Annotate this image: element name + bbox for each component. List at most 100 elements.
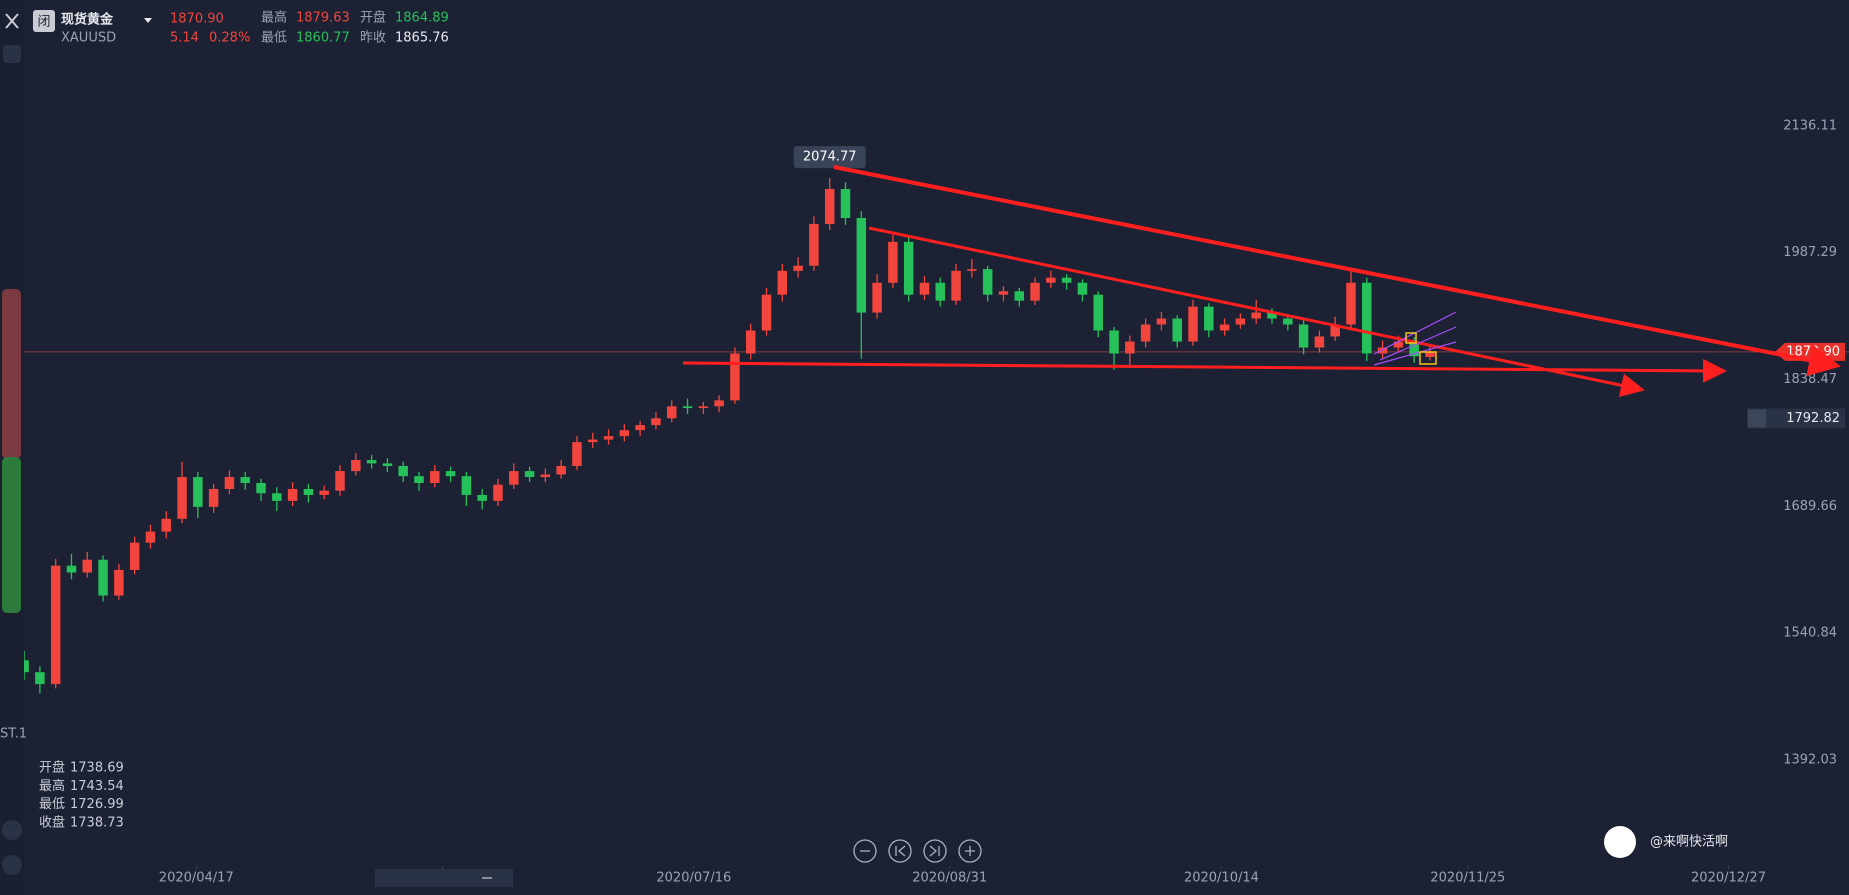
crosshair-date-box: [375, 869, 513, 887]
symbol: XAUUSD: [61, 31, 116, 46]
close-button[interactable]: [5, 13, 19, 29]
tool-button[interactable]: [2, 855, 22, 875]
candle-body: [98, 559, 108, 596]
candle-body: [840, 189, 851, 218]
y-tick-label: 1838.47: [1783, 372, 1837, 387]
candle-body: [619, 430, 630, 437]
candle-body: [19, 660, 29, 673]
candle-body: [856, 217, 867, 313]
change-pct: 0.28%: [209, 31, 250, 46]
candle-body: [509, 471, 519, 485]
x-tick-label: 2020/11/25: [1430, 871, 1505, 886]
candle-body: [1330, 324, 1340, 337]
marker-box: [1419, 351, 1437, 365]
candle-body: [1283, 318, 1293, 325]
y-tick-label: 2136.11: [1783, 118, 1837, 133]
x-tick-label: 2020/07/16: [656, 871, 731, 886]
alert-label: 1792.82: [1786, 411, 1840, 426]
candle-body: [824, 189, 835, 224]
candle-body: [745, 330, 756, 354]
marker-box: [1405, 332, 1417, 344]
crosshair-value: 1738.69: [70, 761, 124, 776]
candle-body: [366, 460, 377, 464]
candle-body: [50, 565, 61, 685]
candle-body: [287, 488, 298, 501]
channel: [1373, 311, 1457, 366]
candle-body: [1425, 351, 1435, 357]
candle-body: [1061, 277, 1072, 283]
candle-body: [998, 291, 1009, 295]
x-tick-label: 2020/04/17: [159, 871, 234, 886]
prev-value: 1865.76: [395, 31, 449, 46]
instrument-name[interactable]: 现货黄金: [61, 12, 114, 28]
prev-label: 昨收: [360, 31, 386, 46]
candle-body: [1140, 324, 1151, 342]
indicator-label: ST.1: [0, 727, 27, 742]
crosshair-label: 最低: [39, 797, 65, 812]
candle-body: [1346, 282, 1356, 325]
candle-body: [935, 282, 946, 301]
candle-body: [66, 565, 77, 573]
trend-line: [682, 358, 1727, 383]
channel-line: [1379, 326, 1457, 361]
peak-tag: [793, 146, 866, 169]
candle-body: [114, 569, 124, 596]
candle-body: [208, 488, 219, 507]
candle-body: [556, 465, 566, 475]
candle-body: [445, 471, 456, 477]
candle-body: [351, 460, 361, 472]
low-value: 1860.77: [296, 31, 350, 46]
candle-body: [666, 406, 677, 419]
high-label: 最高: [261, 10, 287, 26]
candle-body: [714, 400, 724, 407]
candle-body: [982, 269, 993, 295]
dropdown-arrow[interactable]: [144, 18, 152, 23]
y-tick-label: 1392.03: [1783, 752, 1837, 767]
candle-body: [682, 406, 693, 409]
candle-body: [1093, 294, 1103, 331]
open-value: 1864.89: [395, 11, 449, 26]
candle-body: [588, 439, 598, 443]
candle-body: [635, 425, 645, 431]
draw-tool[interactable]: [3, 45, 21, 63]
alert-tag: [1747, 408, 1845, 429]
trend-lines: [682, 165, 1841, 398]
candle-body: [256, 483, 266, 494]
candle-body: [493, 484, 503, 501]
candle-body: [177, 477, 187, 519]
crosshair-label: 收盘: [39, 814, 65, 830]
zoom-in[interactable]: [958, 839, 982, 863]
trend-line: [833, 165, 1841, 377]
candle-body: [1251, 312, 1261, 319]
candle-body: [1109, 330, 1119, 354]
candle-body: [319, 490, 329, 495]
candle-body: [82, 559, 93, 573]
watermark: @来啊快活啊: [1650, 835, 1728, 850]
candle-body: [1298, 324, 1309, 348]
candle-body: [903, 241, 914, 295]
candle-body: [603, 436, 614, 440]
tool-button[interactable]: [2, 820, 22, 840]
candle-body: [145, 531, 156, 543]
scroll-start[interactable]: [888, 839, 912, 863]
candle-body: [1314, 336, 1325, 348]
candle-body: [809, 223, 819, 266]
status-text: 闭: [37, 15, 50, 30]
x-tick-label: 2020/12/27: [1691, 871, 1766, 886]
scroll-end[interactable]: [923, 839, 947, 863]
status-badge: [33, 10, 55, 32]
last-price: 1870.90: [170, 12, 224, 27]
candle-body: [967, 269, 977, 271]
candle-body: [1046, 277, 1056, 283]
trend-line: [868, 226, 1645, 398]
candle-body: [335, 471, 345, 491]
candle-body: [872, 282, 882, 313]
candle-body: [1172, 318, 1182, 342]
zoom-out[interactable]: [853, 839, 877, 863]
candle-body: [161, 518, 171, 532]
candle-body: [698, 406, 709, 409]
candle-body: [572, 442, 582, 466]
candle-body: [777, 270, 788, 295]
candle-body: [1235, 318, 1246, 325]
